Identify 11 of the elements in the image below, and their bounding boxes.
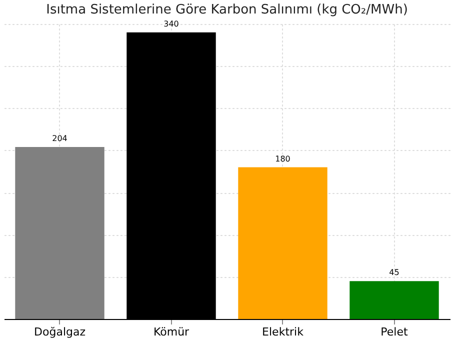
bar xyxy=(350,281,439,319)
x-tick-label: Doğalgaz xyxy=(34,326,86,338)
x-tick-label: Pelet xyxy=(380,326,409,338)
data-label: 340 xyxy=(164,19,179,28)
chart-title: Isıtma Sistemlerine Göre Karbon Salınımı (kg CO₂/MWh) xyxy=(46,2,408,18)
x-tick-label: Elektrik xyxy=(262,326,304,338)
bar xyxy=(238,167,328,319)
data-label: 204 xyxy=(52,134,68,144)
data-label: 180 xyxy=(275,154,290,164)
x-tick-label: Kömür xyxy=(153,326,190,338)
data-label: 45 xyxy=(389,268,400,278)
